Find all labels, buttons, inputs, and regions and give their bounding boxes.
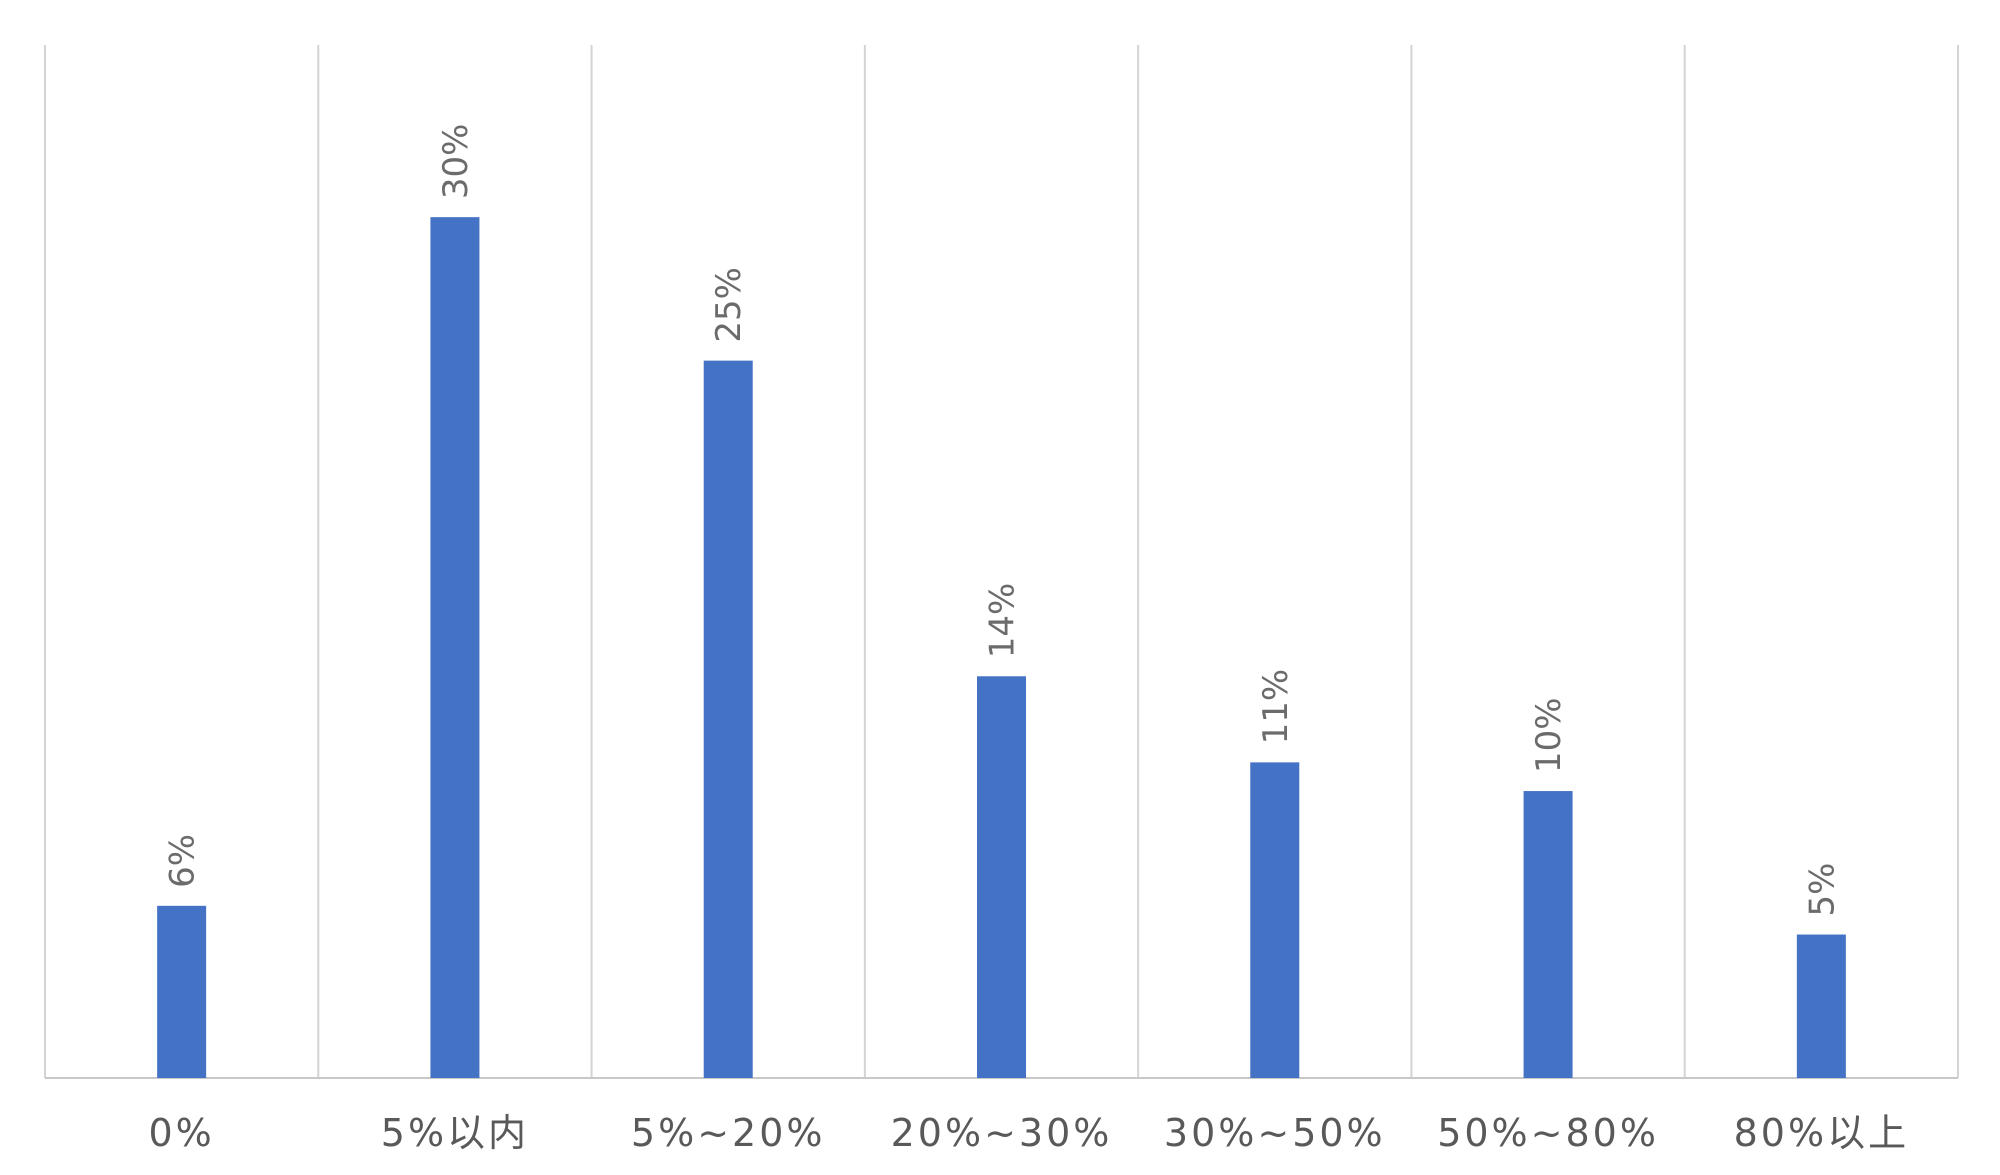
bar-layer (157, 217, 1846, 1078)
x-axis-tick-label: 0% (148, 1111, 214, 1155)
data-label: 30% (436, 124, 476, 200)
x-axis-tick-label: 50%~80% (1437, 1111, 1659, 1155)
x-axis-tick-label: 20%~30% (891, 1111, 1113, 1155)
x-axis-tick-label: 5%~20% (631, 1111, 826, 1155)
x-axis-tick-label: 80%以上 (1734, 1111, 1909, 1155)
data-label: 14% (983, 583, 1023, 659)
bar (1796, 934, 1846, 1078)
bar (1250, 762, 1300, 1078)
data-label: 25% (709, 267, 749, 343)
x-axis-tick-label: 30%~50% (1164, 1111, 1386, 1155)
data-label: 10% (1529, 697, 1569, 773)
x-axis-tick-layer: 0% 5%以内 5%~20% 20%~30% 30%~50% 50%~80% 80%以上 (148, 1111, 1909, 1155)
data-label-layer: 6% 30% 25% 14% 11% 10% 5% (163, 124, 1843, 917)
data-label: 5% (1802, 863, 1842, 917)
data-label: 6% (163, 834, 203, 888)
bar (430, 217, 480, 1078)
x-axis-tick-label: 5%以内 (381, 1111, 529, 1155)
bar (157, 905, 207, 1078)
bar (703, 360, 753, 1078)
bar (977, 676, 1026, 1078)
data-label: 11% (1256, 669, 1296, 745)
bar (1523, 791, 1573, 1078)
